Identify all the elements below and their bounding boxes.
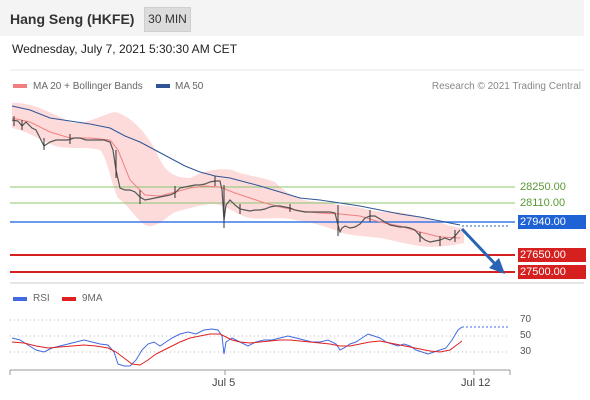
rsi-ma-legend-label: 9MA xyxy=(82,293,103,304)
level-label-27650: 27650.00 xyxy=(518,248,586,262)
forecast-arrow-shaft xyxy=(460,227,499,268)
rsi-legend-swatch xyxy=(13,297,27,301)
level-label-27940: 27940.00 xyxy=(518,215,586,229)
rsi-line xyxy=(11,326,463,367)
ma50-legend-swatch xyxy=(156,84,170,88)
rsi-legend-label: RSI xyxy=(33,293,50,304)
ma20-line xyxy=(11,117,461,239)
level-label-28110: 28110.00 xyxy=(520,197,566,209)
copyright: Research © 2021 Trading Central xyxy=(431,81,581,92)
rsi-ma-line xyxy=(11,333,463,366)
x-tick-label-jul12: Jul 12 xyxy=(461,377,491,389)
timeframe-button[interactable]: 30 MIN xyxy=(144,7,191,32)
rsi-label-70: 70 xyxy=(520,314,532,325)
level-label-27500: 27500.00 xyxy=(518,265,586,279)
forecast-arrow-head xyxy=(489,258,505,274)
ma50-line xyxy=(11,105,461,226)
ma50-legend-label: MA 50 xyxy=(175,81,204,92)
bollinger-band xyxy=(12,102,464,247)
price-line xyxy=(11,119,461,243)
x-tick-label-jul5: Jul 5 xyxy=(212,377,236,389)
level-label-28250: 28250.00 xyxy=(520,181,566,193)
rsi-ma-legend-swatch xyxy=(62,297,76,301)
ma20-legend-label: MA 20 + Bollinger Bands xyxy=(33,81,143,92)
price-wicks xyxy=(13,116,456,246)
rsi-label-30: 30 xyxy=(520,346,532,357)
instrument-title: Hang Seng (HKFE) xyxy=(10,11,135,27)
timestamp: Wednesday, July 7, 2021 5:30:30 AM CET xyxy=(12,42,238,56)
chart-header: Hang Seng (HKFE) 30 MIN xyxy=(0,0,584,36)
rsi-label-50: 50 xyxy=(520,330,532,341)
ma20-legend-swatch xyxy=(13,84,27,88)
